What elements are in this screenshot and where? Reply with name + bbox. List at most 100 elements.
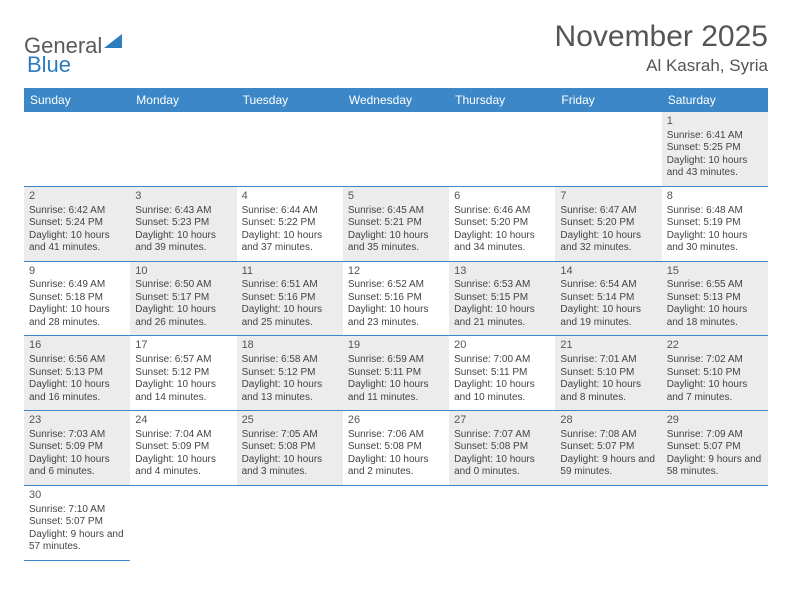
day-cell: 25Sunrise: 7:05 AMSunset: 5:08 PMDayligh… [237, 411, 343, 486]
day-number: 21 [560, 339, 656, 353]
logo-text-blue: Blue [27, 52, 71, 78]
sunrise-text: Sunrise: 7:10 AM [29, 504, 125, 517]
day-number: 25 [242, 414, 338, 428]
sunset-text: Sunset: 5:07 PM [667, 441, 763, 454]
daylight-text: Daylight: 10 hours and 16 minutes. [29, 379, 125, 404]
daylight-text: Daylight: 10 hours and 11 minutes. [348, 379, 444, 404]
month-title: November 2025 [555, 20, 768, 54]
daylight-text: Daylight: 10 hours and 13 minutes. [242, 379, 338, 404]
sunset-text: Sunset: 5:10 PM [667, 367, 763, 380]
sunset-text: Sunset: 5:25 PM [667, 142, 763, 155]
sunset-text: Sunset: 5:11 PM [348, 367, 444, 380]
empty-cell [343, 112, 449, 186]
day-cell: 12Sunrise: 6:52 AMSunset: 5:16 PMDayligh… [343, 261, 449, 336]
sunrise-text: Sunrise: 6:57 AM [135, 354, 231, 367]
sunset-text: Sunset: 5:19 PM [667, 217, 763, 230]
sunrise-text: Sunrise: 7:00 AM [454, 354, 550, 367]
daylight-text: Daylight: 10 hours and 19 minutes. [560, 304, 656, 329]
daylight-text: Daylight: 10 hours and 10 minutes. [454, 379, 550, 404]
day-number: 7 [560, 190, 656, 204]
daylight-text: Daylight: 10 hours and 41 minutes. [29, 230, 125, 255]
daylight-text: Daylight: 10 hours and 3 minutes. [242, 454, 338, 479]
empty-cell [130, 112, 236, 186]
day-number: 3 [135, 190, 231, 204]
sunrise-text: Sunrise: 6:52 AM [348, 279, 444, 292]
sunset-text: Sunset: 5:12 PM [242, 367, 338, 380]
day-cell: 22Sunrise: 7:02 AMSunset: 5:10 PMDayligh… [662, 336, 768, 411]
empty-cell [343, 485, 449, 560]
day-cell: 1Sunrise: 6:41 AMSunset: 5:25 PMDaylight… [662, 112, 768, 186]
col-thursday: Thursday [449, 88, 555, 112]
sunrise-text: Sunrise: 7:06 AM [348, 429, 444, 442]
empty-cell [130, 485, 236, 560]
sunset-text: Sunset: 5:21 PM [348, 217, 444, 230]
day-number: 28 [560, 414, 656, 428]
day-cell: 10Sunrise: 6:50 AMSunset: 5:17 PMDayligh… [130, 261, 236, 336]
empty-cell [555, 112, 661, 186]
day-cell: 24Sunrise: 7:04 AMSunset: 5:09 PMDayligh… [130, 411, 236, 486]
day-cell: 15Sunrise: 6:55 AMSunset: 5:13 PMDayligh… [662, 261, 768, 336]
day-number: 19 [348, 339, 444, 353]
daylight-text: Daylight: 9 hours and 58 minutes. [667, 454, 763, 479]
daylight-text: Daylight: 9 hours and 59 minutes. [560, 454, 656, 479]
sunset-text: Sunset: 5:07 PM [560, 441, 656, 454]
day-number: 10 [135, 265, 231, 279]
daylight-text: Daylight: 10 hours and 34 minutes. [454, 230, 550, 255]
sunrise-text: Sunrise: 7:01 AM [560, 354, 656, 367]
calendar-table: Sunday Monday Tuesday Wednesday Thursday… [24, 88, 768, 561]
sunrise-text: Sunrise: 7:09 AM [667, 429, 763, 442]
day-number: 29 [667, 414, 763, 428]
day-cell: 8Sunrise: 6:48 AMSunset: 5:19 PMDaylight… [662, 186, 768, 261]
daylight-text: Daylight: 9 hours and 57 minutes. [29, 529, 125, 554]
sunrise-text: Sunrise: 6:55 AM [667, 279, 763, 292]
day-cell: 7Sunrise: 6:47 AMSunset: 5:20 PMDaylight… [555, 186, 661, 261]
calendar-row: 16Sunrise: 6:56 AMSunset: 5:13 PMDayligh… [24, 336, 768, 411]
sunrise-text: Sunrise: 7:05 AM [242, 429, 338, 442]
sunrise-text: Sunrise: 7:07 AM [454, 429, 550, 442]
sunrise-text: Sunrise: 6:42 AM [29, 205, 125, 218]
day-number: 17 [135, 339, 231, 353]
day-cell: 2Sunrise: 6:42 AMSunset: 5:24 PMDaylight… [24, 186, 130, 261]
sunrise-text: Sunrise: 6:59 AM [348, 354, 444, 367]
day-cell: 28Sunrise: 7:08 AMSunset: 5:07 PMDayligh… [555, 411, 661, 486]
daylight-text: Daylight: 10 hours and 37 minutes. [242, 230, 338, 255]
empty-cell [449, 485, 555, 560]
sunrise-text: Sunrise: 6:47 AM [560, 205, 656, 218]
calendar-row: 9Sunrise: 6:49 AMSunset: 5:18 PMDaylight… [24, 261, 768, 336]
calendar-row: 23Sunrise: 7:03 AMSunset: 5:09 PMDayligh… [24, 411, 768, 486]
daylight-text: Daylight: 10 hours and 6 minutes. [29, 454, 125, 479]
day-cell: 18Sunrise: 6:58 AMSunset: 5:12 PMDayligh… [237, 336, 343, 411]
day-cell: 26Sunrise: 7:06 AMSunset: 5:08 PMDayligh… [343, 411, 449, 486]
col-saturday: Saturday [662, 88, 768, 112]
sunset-text: Sunset: 5:16 PM [242, 292, 338, 305]
day-cell: 13Sunrise: 6:53 AMSunset: 5:15 PMDayligh… [449, 261, 555, 336]
empty-cell [662, 485, 768, 560]
daylight-text: Daylight: 10 hours and 8 minutes. [560, 379, 656, 404]
day-cell: 5Sunrise: 6:45 AMSunset: 5:21 PMDaylight… [343, 186, 449, 261]
day-number: 26 [348, 414, 444, 428]
day-number: 6 [454, 190, 550, 204]
title-block: November 2025 Al Kasrah, Syria [555, 20, 768, 76]
sunset-text: Sunset: 5:09 PM [29, 441, 125, 454]
sunrise-text: Sunrise: 7:04 AM [135, 429, 231, 442]
daylight-text: Daylight: 10 hours and 28 minutes. [29, 304, 125, 329]
sunrise-text: Sunrise: 6:43 AM [135, 205, 231, 218]
sunrise-text: Sunrise: 6:45 AM [348, 205, 444, 218]
sunrise-text: Sunrise: 6:54 AM [560, 279, 656, 292]
sunset-text: Sunset: 5:13 PM [667, 292, 763, 305]
day-number: 30 [29, 489, 125, 503]
day-number: 13 [454, 265, 550, 279]
day-cell: 19Sunrise: 6:59 AMSunset: 5:11 PMDayligh… [343, 336, 449, 411]
logo-sail-icon [104, 28, 126, 54]
day-cell: 27Sunrise: 7:07 AMSunset: 5:08 PMDayligh… [449, 411, 555, 486]
daylight-text: Daylight: 10 hours and 7 minutes. [667, 379, 763, 404]
sunset-text: Sunset: 5:14 PM [560, 292, 656, 305]
daylight-text: Daylight: 10 hours and 18 minutes. [667, 304, 763, 329]
sunrise-text: Sunrise: 7:02 AM [667, 354, 763, 367]
day-number: 22 [667, 339, 763, 353]
sunrise-text: Sunrise: 6:46 AM [454, 205, 550, 218]
empty-cell [449, 112, 555, 186]
sunrise-text: Sunrise: 6:51 AM [242, 279, 338, 292]
day-number: 12 [348, 265, 444, 279]
sunset-text: Sunset: 5:13 PM [29, 367, 125, 380]
